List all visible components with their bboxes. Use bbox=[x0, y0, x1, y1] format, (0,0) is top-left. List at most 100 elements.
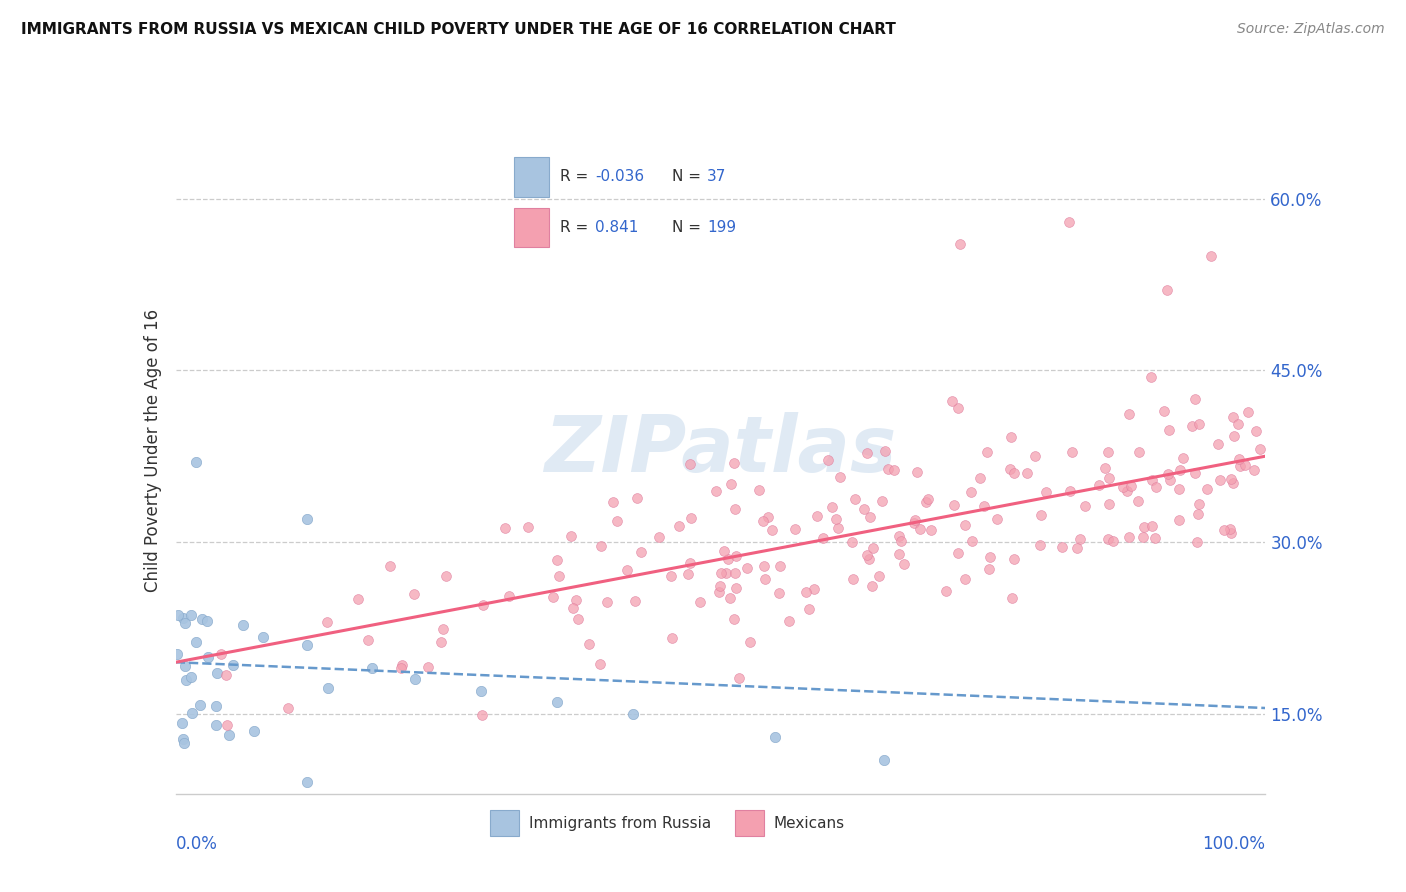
Point bbox=[862, 541, 884, 555]
Point bbox=[998, 461, 1021, 475]
Point bbox=[434, 569, 457, 583]
Point bbox=[1035, 484, 1057, 499]
Point bbox=[724, 566, 747, 580]
Text: 0.841: 0.841 bbox=[595, 219, 638, 235]
Point bbox=[1112, 480, 1135, 494]
Point bbox=[904, 513, 927, 527]
Point bbox=[180, 670, 202, 684]
Point bbox=[873, 444, 896, 458]
FancyBboxPatch shape bbox=[491, 810, 519, 837]
Point bbox=[1128, 444, 1150, 458]
Point bbox=[172, 611, 194, 625]
Point bbox=[1097, 444, 1119, 458]
Point bbox=[1188, 497, 1211, 511]
Point bbox=[1031, 508, 1053, 522]
Point bbox=[1066, 541, 1088, 556]
Point bbox=[1101, 534, 1123, 549]
Point bbox=[852, 502, 875, 516]
Point bbox=[973, 499, 995, 513]
Point bbox=[173, 616, 195, 631]
Point bbox=[494, 521, 516, 535]
Point bbox=[1171, 451, 1194, 466]
Point bbox=[962, 534, 984, 549]
Point bbox=[661, 569, 683, 583]
Point bbox=[977, 562, 1000, 576]
Point bbox=[1024, 450, 1046, 464]
Point bbox=[1157, 467, 1180, 482]
Point bbox=[1069, 532, 1091, 546]
Point bbox=[783, 522, 806, 536]
Point bbox=[1199, 249, 1222, 263]
Point bbox=[681, 511, 703, 525]
Point bbox=[908, 522, 931, 536]
Point bbox=[470, 683, 492, 698]
Point bbox=[768, 585, 790, 599]
Point bbox=[1168, 463, 1191, 477]
Point bbox=[1233, 458, 1256, 472]
Point bbox=[817, 452, 839, 467]
Point bbox=[1249, 442, 1271, 456]
Point bbox=[1097, 532, 1119, 546]
Text: R =: R = bbox=[560, 169, 593, 185]
Point bbox=[186, 455, 208, 469]
Text: 100.0%: 100.0% bbox=[1202, 835, 1265, 853]
Point bbox=[1188, 417, 1211, 432]
Point bbox=[595, 594, 617, 608]
Point bbox=[1002, 552, 1025, 566]
Point bbox=[946, 546, 969, 560]
Point bbox=[1159, 423, 1181, 437]
Point bbox=[714, 566, 737, 581]
Point bbox=[1219, 522, 1241, 536]
Point bbox=[1001, 591, 1024, 606]
FancyBboxPatch shape bbox=[513, 157, 548, 196]
Point bbox=[709, 579, 731, 593]
Point bbox=[960, 484, 983, 499]
Point bbox=[1222, 476, 1244, 491]
Point bbox=[1119, 479, 1142, 493]
Point bbox=[949, 237, 972, 252]
Point bbox=[704, 484, 727, 499]
Point bbox=[564, 593, 586, 607]
Point bbox=[1213, 523, 1236, 537]
Point bbox=[1167, 513, 1189, 527]
Point bbox=[567, 612, 589, 626]
Point bbox=[1181, 419, 1204, 434]
Point bbox=[1184, 392, 1206, 406]
Text: N =: N = bbox=[672, 169, 706, 185]
Point bbox=[472, 598, 495, 612]
Point bbox=[860, 579, 883, 593]
Point bbox=[955, 572, 977, 586]
Point bbox=[1002, 467, 1025, 481]
Point bbox=[315, 615, 337, 629]
Text: Immigrants from Russia: Immigrants from Russia bbox=[529, 815, 711, 830]
Point bbox=[953, 518, 976, 533]
Point bbox=[915, 494, 938, 508]
Point bbox=[856, 446, 879, 460]
Point bbox=[215, 668, 238, 682]
Point bbox=[197, 650, 219, 665]
Point bbox=[1187, 507, 1209, 521]
Point bbox=[217, 717, 239, 731]
Point bbox=[205, 665, 228, 680]
Text: R =: R = bbox=[560, 219, 593, 235]
Point bbox=[1118, 407, 1140, 421]
Point bbox=[661, 631, 683, 645]
Point bbox=[252, 630, 274, 644]
Point bbox=[172, 715, 194, 730]
Point bbox=[813, 531, 835, 545]
Point bbox=[1052, 540, 1074, 554]
Point bbox=[842, 572, 865, 586]
Point bbox=[1139, 370, 1161, 384]
Point bbox=[752, 559, 775, 574]
Point bbox=[498, 589, 520, 603]
Text: -0.036: -0.036 bbox=[595, 169, 644, 185]
Point bbox=[723, 456, 745, 470]
Point bbox=[242, 724, 264, 739]
Point bbox=[920, 523, 942, 537]
Point bbox=[725, 581, 748, 595]
Point bbox=[1000, 430, 1022, 444]
FancyBboxPatch shape bbox=[735, 810, 763, 837]
Point bbox=[1140, 519, 1163, 533]
Text: Mexicans: Mexicans bbox=[773, 815, 845, 830]
Point bbox=[756, 509, 779, 524]
